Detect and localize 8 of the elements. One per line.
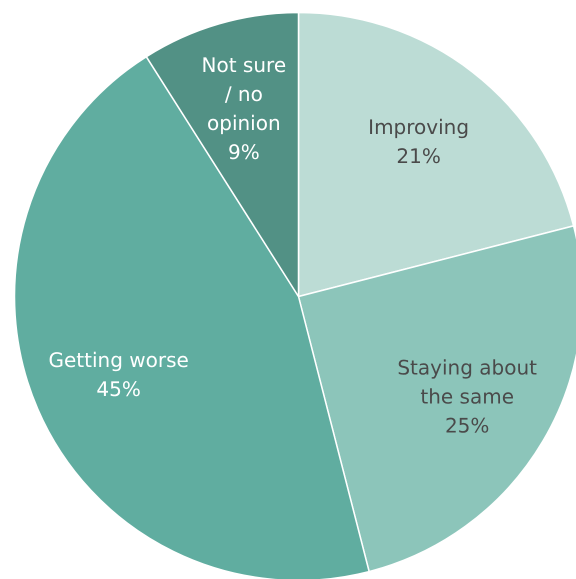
data-label: 45% — [96, 376, 141, 401]
slice-label: Not sure / no opinion — [202, 52, 286, 135]
data-label: 25% — [444, 413, 490, 438]
slice-label: Getting worse — [48, 348, 189, 372]
slice-label: Improving — [368, 115, 470, 140]
data-label: 9% — [228, 140, 260, 164]
slice-label: Staying about the same — [397, 355, 538, 408]
data-label: 21% — [396, 144, 441, 168]
